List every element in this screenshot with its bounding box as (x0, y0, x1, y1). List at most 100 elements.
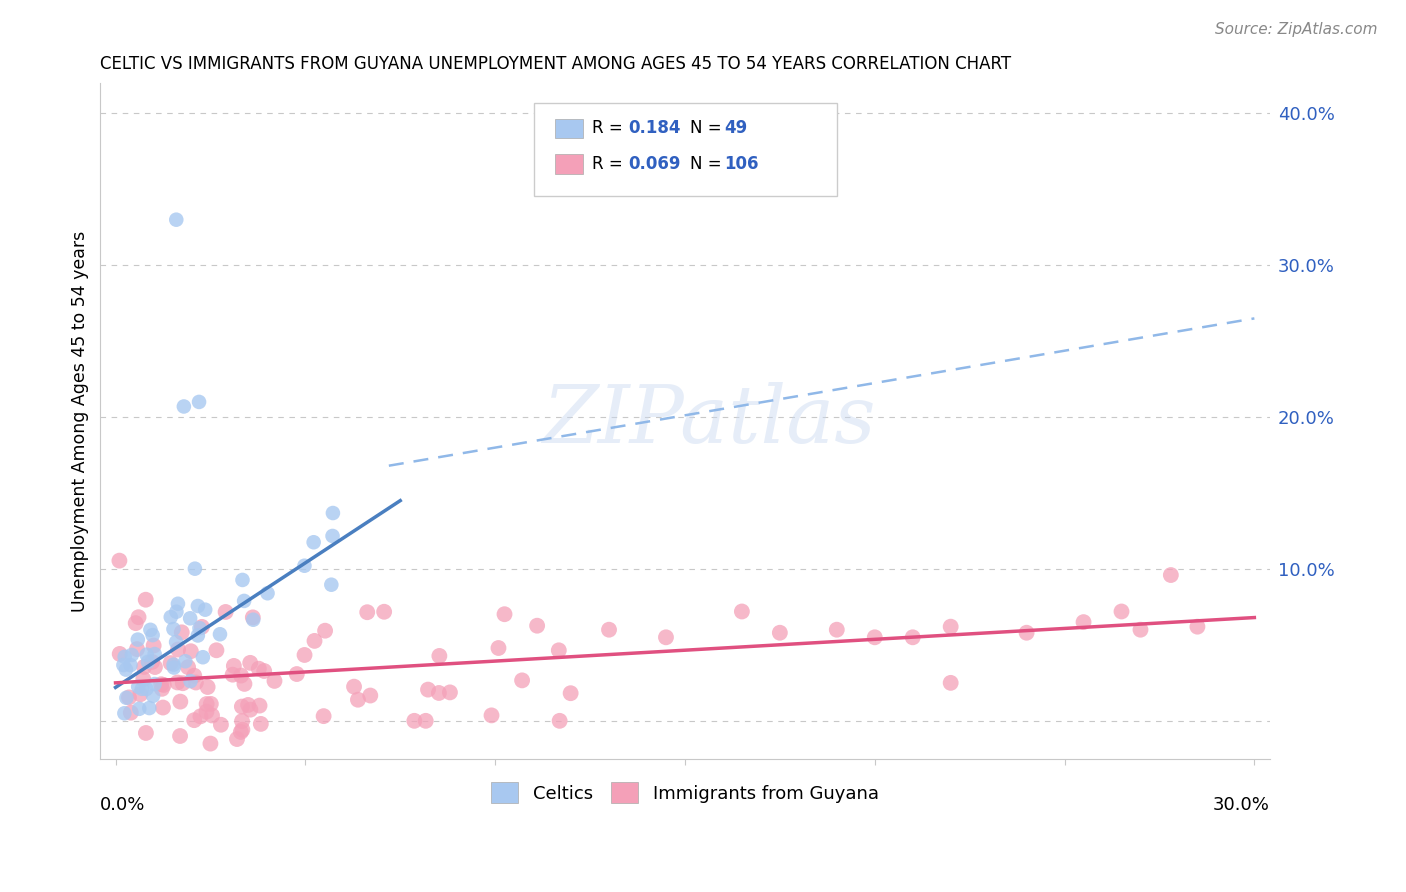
Point (143, 660, 166, 674)
Point (359, 689, 381, 703)
Point (121, 648, 143, 662)
Point (200, 737, 222, 751)
Point (174, 654, 197, 668)
Point (120, 706, 142, 720)
Point (347, 692, 370, 706)
Point (863, 630, 886, 644)
Point (191, 650, 214, 665)
Point (242, 610, 264, 624)
Point (481, 708, 503, 723)
Point (598, 623, 620, 637)
Point (131, 681, 153, 696)
Point (159, 610, 181, 624)
Point (125, 642, 148, 657)
Point (1129, 623, 1152, 637)
Point (236, 698, 259, 712)
Point (112, 658, 135, 673)
Point (142, 628, 165, 642)
Point (188, 395, 211, 409)
Point (183, 669, 205, 683)
Point (655, 630, 678, 644)
Text: N =: N = (690, 120, 727, 137)
Point (1187, 620, 1209, 634)
Y-axis label: Unemployment Among Ages 45 to 54 years: Unemployment Among Ages 45 to 54 years (72, 230, 89, 612)
Point (510, 673, 533, 688)
Point (150, 677, 173, 691)
Point (167, 597, 190, 611)
Point (253, 664, 276, 678)
Point (731, 605, 754, 619)
Point (118, 690, 141, 705)
Text: ZIPatlas: ZIPatlas (541, 382, 875, 459)
Point (141, 655, 163, 669)
Point (108, 554, 131, 568)
Point (314, 624, 336, 638)
Point (135, 726, 157, 740)
Point (169, 695, 191, 709)
Point (143, 677, 166, 691)
Point (125, 616, 148, 631)
Point (165, 635, 187, 649)
Point (285, 667, 308, 681)
Point (415, 714, 437, 728)
Point (356, 605, 378, 619)
Point (132, 672, 155, 686)
Point (184, 675, 207, 690)
Point (404, 714, 426, 728)
Point (239, 703, 262, 717)
Point (179, 674, 201, 689)
Point (302, 535, 325, 549)
Text: 30.0%: 30.0% (1213, 796, 1270, 814)
Text: CELTIC VS IMMIGRANTS FROM GUYANA UNEMPLOYMENT AMONG AGES 45 TO 54 YEARS CORRELAT: CELTIC VS IMMIGRANTS FROM GUYANA UNEMPLO… (100, 55, 1011, 73)
Point (294, 648, 316, 662)
Point (112, 706, 135, 721)
Point (139, 623, 162, 637)
Point (128, 702, 150, 716)
Point (184, 562, 207, 576)
Point (165, 212, 187, 227)
Point (439, 685, 461, 699)
Point (162, 657, 184, 672)
Point (170, 625, 193, 640)
Point (195, 705, 218, 719)
Point (304, 633, 326, 648)
Point (115, 663, 138, 677)
Point (187, 599, 209, 613)
Point (187, 628, 209, 642)
Text: 0.184: 0.184 (628, 120, 681, 137)
Point (548, 714, 571, 728)
Text: R =: R = (592, 155, 628, 173)
Point (172, 676, 194, 690)
Point (214, 605, 236, 619)
Point (194, 602, 217, 616)
Point (322, 529, 344, 543)
Point (222, 659, 245, 673)
Point (825, 623, 848, 637)
Point (321, 577, 343, 591)
Point (229, 668, 252, 682)
Point (108, 647, 131, 661)
Point (263, 673, 285, 688)
Point (183, 713, 205, 727)
Point (150, 681, 173, 696)
Point (416, 682, 439, 697)
Point (129, 687, 152, 701)
Point (239, 656, 262, 670)
Point (209, 717, 232, 731)
Point (179, 611, 201, 625)
Point (249, 698, 271, 713)
Point (294, 558, 316, 573)
Point (769, 625, 792, 640)
Point (177, 660, 200, 674)
Point (427, 686, 450, 700)
Point (312, 709, 335, 723)
Point (135, 648, 157, 662)
Point (1111, 605, 1133, 619)
Point (162, 622, 184, 636)
Point (166, 675, 188, 690)
Point (159, 656, 181, 670)
Point (250, 717, 273, 731)
Point (136, 655, 159, 669)
Point (560, 686, 582, 700)
Point (153, 678, 176, 692)
